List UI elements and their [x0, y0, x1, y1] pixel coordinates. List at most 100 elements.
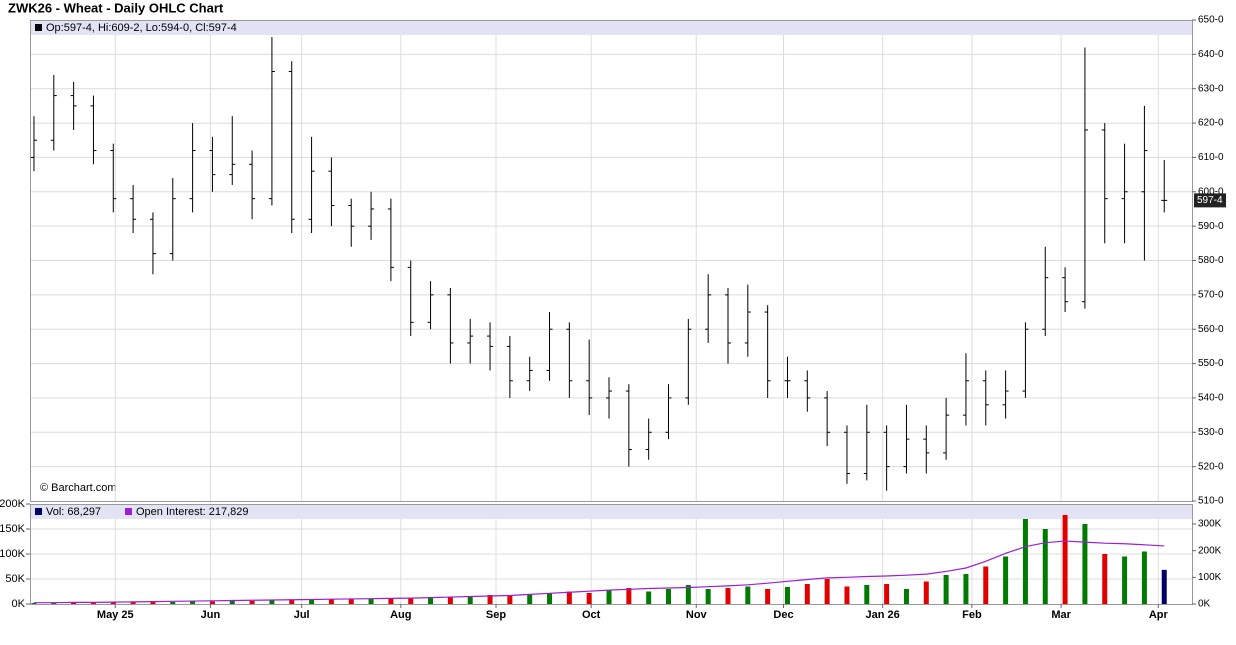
y-tick-label: 150K: [0, 523, 26, 535]
volume-bar: [368, 599, 374, 604]
volume-bar: [309, 600, 315, 604]
x-tick-label: Oct: [582, 609, 601, 621]
volume-bar: [527, 594, 533, 604]
x-tick-label: Aug: [390, 609, 411, 621]
volume-bar: [328, 599, 334, 604]
y-tick-label: 650-0: [1198, 15, 1224, 26]
x-tick-label: Apr: [1149, 609, 1169, 621]
volume-bar: [745, 586, 751, 604]
x-tick-label: Dec: [773, 609, 793, 621]
volume-bar: [209, 601, 215, 604]
volume-bar: [507, 595, 513, 604]
volume-bar: [348, 599, 354, 604]
volume-bar: [1062, 515, 1068, 604]
volume-bar: [983, 566, 989, 604]
last-price-box: [1194, 193, 1226, 208]
volume-bar: [130, 602, 136, 604]
volume-bar: [1161, 569, 1167, 604]
x-tick-label: May 25: [97, 609, 134, 621]
volume-bar: [566, 591, 572, 604]
volume-bar: [784, 587, 790, 604]
volume-bar: [487, 595, 493, 604]
volume-bar: [547, 593, 553, 604]
volume-bar: [765, 589, 771, 604]
volume-bar: [1102, 554, 1108, 604]
volume-bar: [666, 589, 672, 604]
volume-bar: [923, 581, 929, 604]
volume-bar: [884, 584, 890, 604]
volume-bar: [249, 601, 255, 604]
y-tick-label: 570-0: [1198, 289, 1224, 300]
y-tick-label: 560-0: [1198, 324, 1224, 335]
volume-bar: [943, 575, 949, 604]
y2-tick-label: 0K: [1198, 599, 1211, 610]
x-tick-label: Jun: [201, 609, 221, 621]
last-price-label: 597-4: [1197, 195, 1223, 206]
volume-bar: [606, 590, 612, 604]
ohlc-readout: Op:597-4, Hi:609-2, Lo:594-0, Cl:597-4: [46, 22, 237, 34]
volume-bar: [725, 588, 731, 604]
y-tick-label: 200K: [0, 498, 26, 510]
y2-tick-label: 200K: [1198, 545, 1222, 556]
volume-bar: [71, 602, 77, 604]
legend-label: Vol: 68,297: [46, 506, 101, 518]
y2-tick-label: 300K: [1198, 519, 1222, 530]
volume-bar: [51, 603, 57, 604]
y-tick-label: 590-0: [1198, 221, 1224, 232]
volume-bar: [646, 591, 652, 604]
x-tick-label: Jul: [294, 609, 310, 621]
volume-bar: [1042, 529, 1048, 604]
volume-bar: [229, 601, 235, 604]
y-tick-label: 610-0: [1198, 152, 1224, 163]
volume-bar: [170, 602, 176, 604]
readout-band: [31, 21, 1192, 35]
volume-frame: [30, 504, 1193, 605]
y-tick-label: 100K: [0, 548, 26, 560]
y-tick-label: 630-0: [1198, 83, 1224, 94]
volume-bar: [467, 596, 473, 604]
volume-bar: [408, 598, 414, 604]
y-tick-label: 0K: [12, 598, 26, 610]
x-tick-label: Nov: [686, 609, 708, 621]
volume-bar: [1003, 556, 1009, 604]
y-tick-label: 600-0: [1198, 186, 1224, 197]
volume-bar: [90, 602, 96, 604]
volume-bar: [110, 602, 116, 604]
volume-bar: [824, 579, 830, 604]
x-tick-label: Feb: [962, 609, 982, 621]
y-tick-label: 620-0: [1198, 118, 1224, 129]
volume-bar: [1022, 519, 1028, 604]
volume-bar: [190, 601, 196, 604]
volume-bar: [864, 585, 870, 604]
volume-bar: [903, 589, 909, 604]
y-tick-label: 580-0: [1198, 255, 1224, 266]
volume-bar: [447, 596, 453, 604]
y-tick-label: 530-0: [1198, 427, 1224, 438]
volume-bar: [31, 603, 37, 604]
y-tick-label: 540-0: [1198, 393, 1224, 404]
volume-bar: [388, 598, 394, 604]
y-tick-label: 510-0: [1198, 496, 1224, 507]
volume-bar: [685, 585, 691, 604]
y-tick-label: 550-0: [1198, 358, 1224, 369]
legend-label: Open Interest: 217,829: [136, 506, 249, 518]
x-tick-label: Sep: [486, 609, 506, 621]
volume-bar: [705, 589, 711, 604]
y-tick-label: 50K: [5, 573, 25, 585]
volume-bar: [1141, 551, 1147, 604]
legend-swatch: [125, 508, 132, 515]
y-tick-label: 520-0: [1198, 461, 1224, 472]
chart-title: ZWK26 - Wheat - Daily OHLC Chart: [8, 0, 224, 15]
volume-bar: [626, 588, 632, 604]
open-interest-line: [33, 540, 1165, 604]
volume-bar: [150, 602, 156, 604]
volume-bar: [963, 574, 969, 604]
volume-bar: [844, 586, 850, 604]
y-tick-label: 640-0: [1198, 49, 1224, 60]
volume-bar: [1082, 524, 1088, 604]
volume-bar: [428, 597, 434, 604]
x-tick-label: Jan 26: [866, 609, 900, 621]
volume-bar: [289, 600, 295, 604]
readout-icon: [35, 24, 42, 31]
